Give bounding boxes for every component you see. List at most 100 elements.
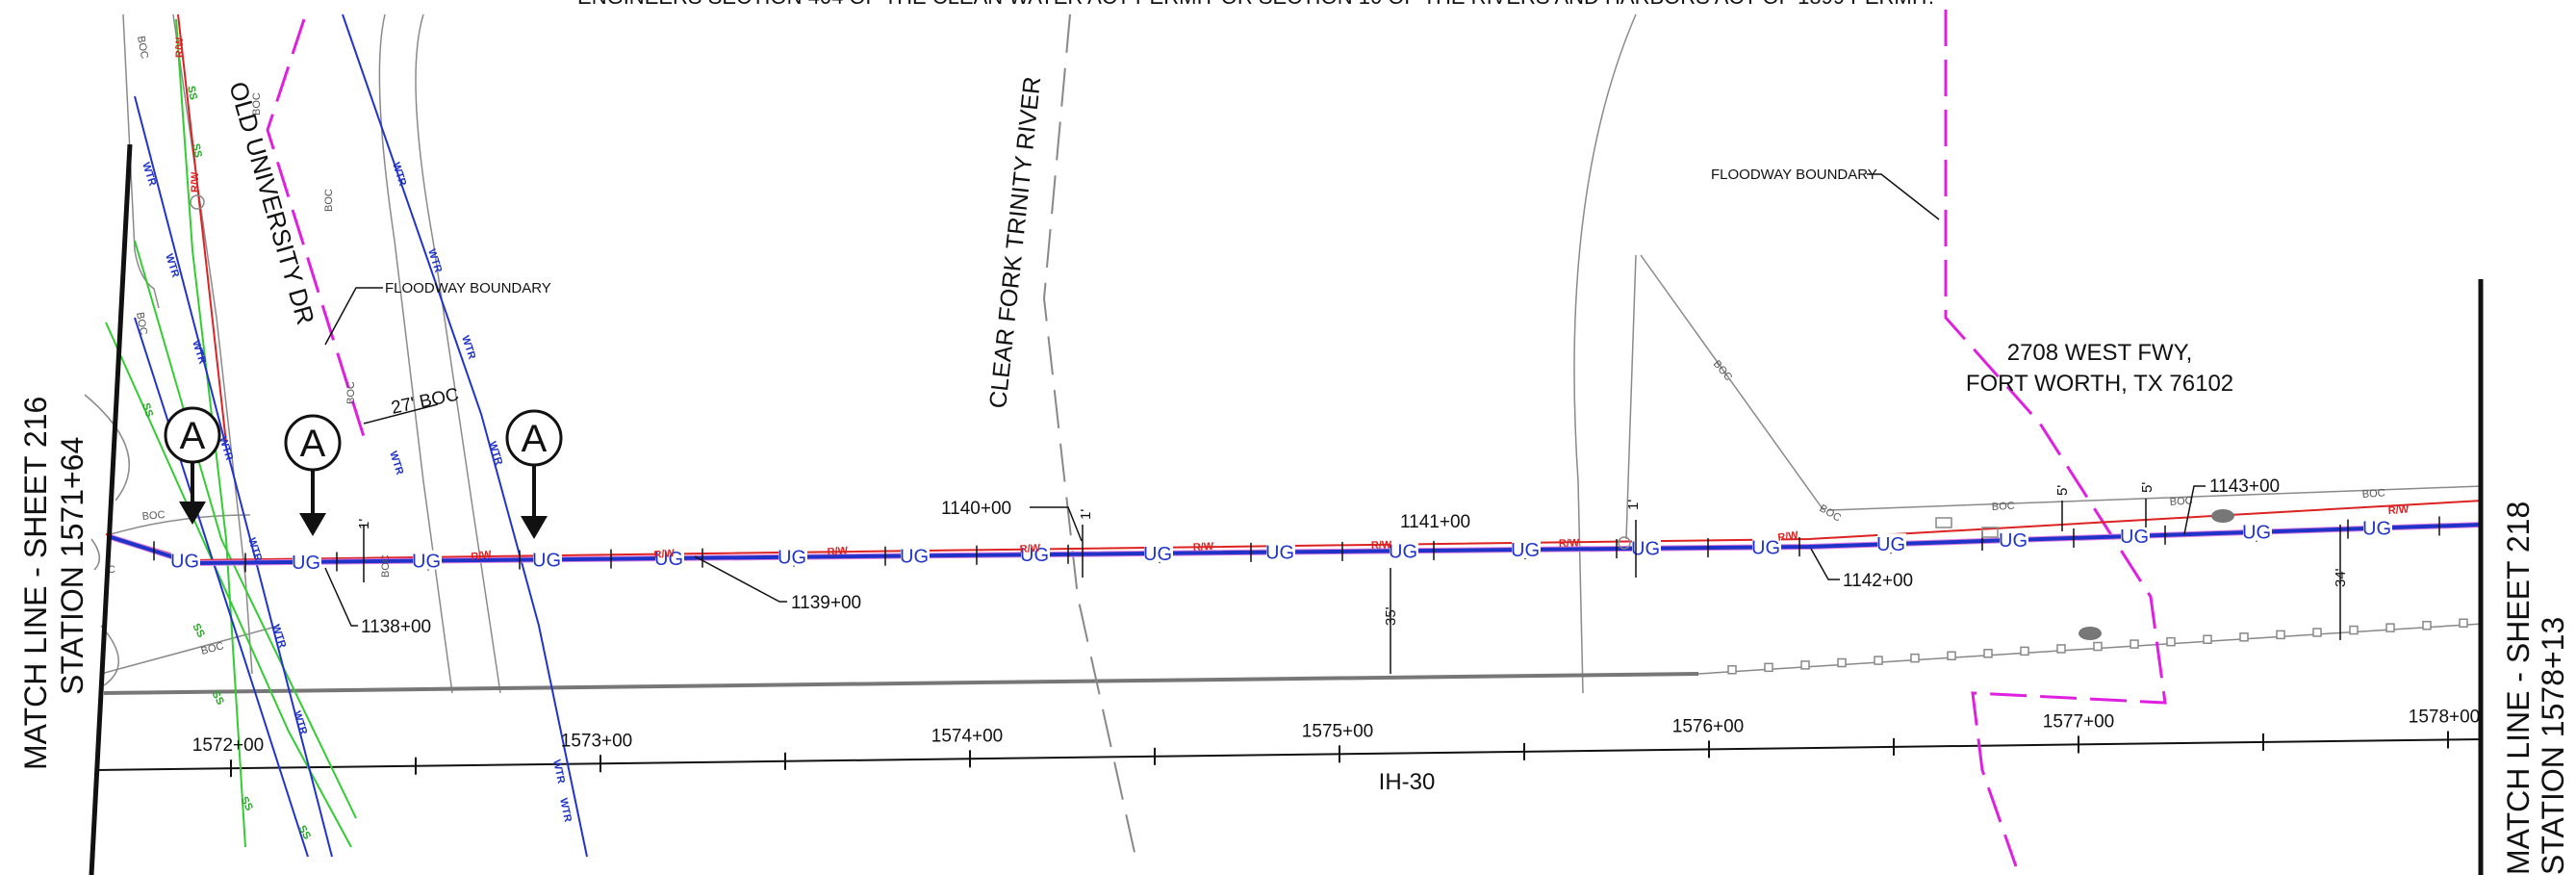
fence-post [2166,636,2176,647]
sewer-lines [105,18,357,848]
line-tag: BOC [135,35,150,60]
left-boc-lines [90,514,280,686]
fence-post [2020,646,2029,656]
section-marker-a: A [505,409,563,539]
line-tag: BOC [141,509,166,523]
line-tag: BOC [134,311,149,336]
line-tag: BOC [200,640,225,657]
ug-label: UG [412,552,441,573]
svg-text:A: A [180,415,206,457]
floodway-label-left: FLOODWAY BOUNDARY [385,280,551,296]
line-tag: SS [140,401,155,419]
line-tag: SS [190,622,206,640]
route-station-1140: 1140+00 [941,499,1011,519]
fence-post [2349,625,2359,635]
svg-text:A: A [300,423,326,465]
ug-label-bg [901,545,930,565]
ug-label: UG [532,550,561,571]
route-station-labels [324,485,2206,627]
header-note: ENGINEERS SECTION 404 OF THE CLEAN WATER… [577,0,1934,9]
fence-post [1874,656,1883,665]
address-line2: FORT WORTH, TX 76102 [1966,371,2233,397]
ug-label: UG [1999,530,2028,552]
route-station-1143: 1143+00 [2209,476,2280,497]
floodway-label-right: FLOODWAY BOUNDARY [1711,167,1877,183]
line-tag: SS [190,142,204,159]
ug-label-bg [2000,529,2028,550]
line-tag: R/W [1371,539,1392,552]
river-label: CLEAR FORK TRINITY RIVER [984,75,1046,409]
line-tag: SS [185,85,199,101]
route-ticks [153,516,2440,573]
fence-post [1910,653,1920,663]
ug-label-bg [533,549,562,569]
ug-label-bg [1390,540,1418,560]
line-tag: BOC [2169,495,2193,508]
fence-post [2422,620,2432,631]
match-line-right-station: STATION 1578+13 [2536,617,2570,875]
ug-label-bg [1877,533,1906,553]
highway-station-label: 1576+00 [1672,716,1745,736]
line-tag: WTR [140,161,158,188]
ug-label-bg [778,546,807,566]
fence-post [2056,644,2066,654]
line-tag: BOC [1992,501,2015,513]
ug-label: UG [292,553,320,574]
line-tag: R/W [827,545,849,558]
route-station-1138: 1138+00 [361,617,431,637]
fence-post [2459,618,2468,629]
fence-post [1764,662,1773,673]
floodway-boundary-lines [266,10,2167,867]
line-tag: BOC [251,92,263,116]
line-tag: R/W [1559,537,1580,550]
line-tag: BOC [1818,502,1844,524]
ug-label: UG [654,549,683,570]
route-station-1142: 1142+00 [1843,571,1913,591]
match-line-left-station: STATION 1571+64 [55,437,89,695]
tree-icons [2079,509,2234,640]
line-tag: R/W [471,549,493,563]
highway-station-label: 1572+00 [192,735,265,756]
pavement-edge [103,672,1699,695]
ug-labels: UG UG UG UG UG UG UG UG UG UG UG UG UG UG UG UG UG UG UG [170,517,2392,574]
ug-label-bg [2243,521,2272,541]
highway-centerline [95,738,2484,771]
line-tag: R/W [1193,541,1215,553]
dimension-34ft: 34' [2333,568,2349,587]
river-centerline [1042,13,1136,858]
fence-post [1727,665,1737,675]
dimension-1ft-b: 1' [1078,509,1094,520]
line-tag: BOC [345,381,357,404]
fence-post [2385,623,2395,632]
match-line-left [89,143,133,875]
ug-label: UG [1143,544,1172,565]
fence-post [1947,651,1956,660]
ug-label: UG [170,551,199,572]
ug-label: UG [1265,543,1294,564]
line-tag: WTR [387,450,405,476]
highway-station-label: 1573+00 [561,731,633,751]
highway-station-label: 1577+00 [2043,711,2115,732]
ug-label-bg [1752,536,1781,556]
fence-post [1837,657,1847,668]
ug-label: UG [1631,539,1660,560]
fence-post [2130,639,2139,649]
dimension-1ft-a: 1' [356,519,372,529]
floodway-leader-right [1867,173,1940,220]
ug-label-bg [1266,541,1295,561]
line-tag: R/W [653,548,676,561]
section-marker-a: A [284,414,342,536]
line-tag: C [108,564,115,576]
ug-label-bg [293,551,321,571]
line-tag: BOC [2361,487,2385,501]
highway-station-label: 1575+00 [1302,721,1374,741]
dimension-lines [363,499,2341,674]
line-tag: R/W [190,171,201,193]
ug-label: UG [2362,519,2391,540]
line-tag: R/W [1019,542,1041,555]
ug-label-bg [2363,517,2392,537]
ug-label: UG [2242,523,2271,544]
ug-label: UG [1751,537,1780,558]
